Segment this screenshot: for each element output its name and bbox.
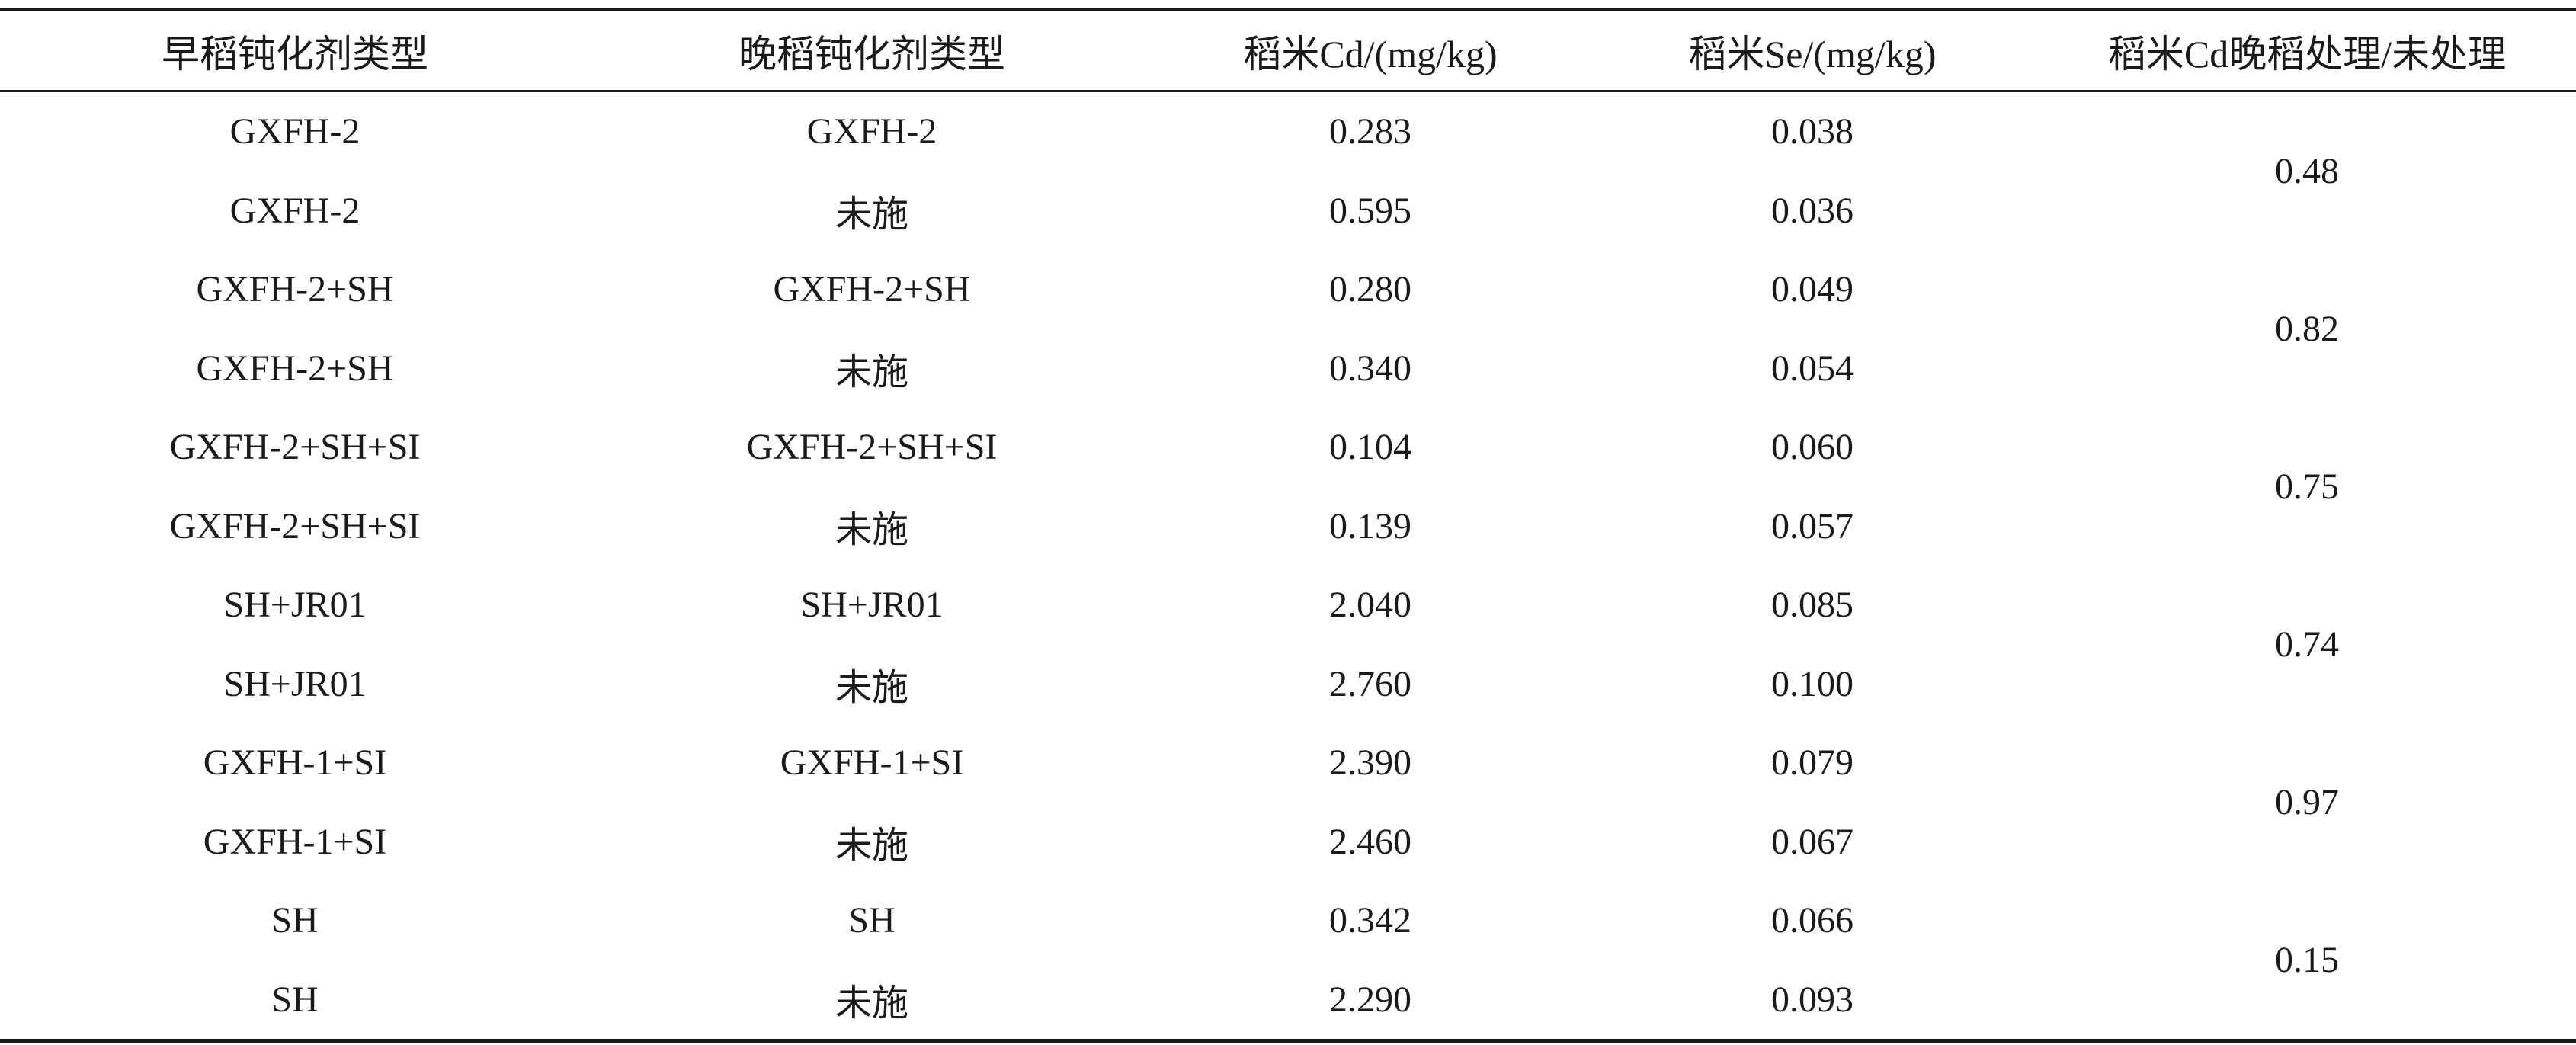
table-row: GXFH-1+SI 未施 2.460 0.067: [0, 803, 2576, 882]
header-row: 早稻钝化剂类型 晚稻钝化剂类型 稻米Cd/(mg/kg) 稻米Se/(mg/kg…: [0, 9, 2576, 91]
rice-cd-cell: 0.595: [1329, 190, 1411, 231]
rice-cd-cell: 2.290: [1329, 979, 1411, 1020]
rice-se-cell: 0.060: [1771, 427, 1854, 468]
late-rice-passivator-cell: 未施: [835, 983, 908, 1024]
late-rice-passivator-cell: 未施: [835, 352, 908, 393]
rice-cd-cell: 0.340: [1329, 348, 1411, 389]
early-rice-passivator-cell: GXFH-2+SH: [196, 348, 394, 389]
late-rice-passivator-cell: GXFH-2+SH: [773, 269, 971, 310]
table-row: GXFH-2 未施 0.595 0.036: [0, 171, 2576, 251]
rice-se-cell: 0.100: [1771, 663, 1854, 704]
late-rice-passivator-cell: GXFH-2: [806, 111, 937, 152]
rice-se-cell: 0.067: [1771, 821, 1854, 862]
rice-cd-cell: 2.390: [1329, 742, 1411, 784]
rice-se-cell: 0.054: [1771, 348, 1854, 389]
rice-se-cell: 0.036: [1771, 190, 1854, 231]
header-rice-se: 稻米Se/(mg/kg): [1688, 32, 1937, 75]
cd-ratio-cell: 0.74: [2275, 624, 2339, 665]
table-body: GXFH-2 GXFH-2 0.283 0.038 0.48 GXFH-2 未施 0.595 0…: [0, 91, 2576, 1041]
table-header: 早稻钝化剂类型 晚稻钝化剂类型 稻米Cd/(mg/kg) 稻米Se/(mg/kg…: [0, 9, 2576, 91]
rice-cd-cell: 0.342: [1329, 900, 1411, 941]
early-rice-passivator-cell: GXFH-2+SH+SI: [169, 505, 421, 547]
early-rice-passivator-cell: GXFH-2: [229, 111, 360, 152]
rice-se-cell: 0.049: [1771, 269, 1854, 310]
rice-cd-cell: 0.283: [1329, 111, 1411, 152]
table-row: GXFH-2+SH+SI 未施 0.139 0.057: [0, 487, 2576, 566]
table-row: SH SH 0.342 0.066 0.15: [0, 881, 2576, 980]
rice-cd-cell: 0.280: [1329, 269, 1411, 310]
late-rice-passivator-cell: GXFH-1+SI: [780, 742, 964, 784]
cd-ratio-cell: 0.82: [2275, 309, 2339, 349]
cd-ratio-cell: 0.15: [2275, 940, 2339, 980]
rice-se-cell: 0.057: [1771, 505, 1854, 547]
early-rice-passivator-cell: GXFH-2: [229, 190, 360, 231]
early-rice-passivator-cell: GXFH-1+SI: [203, 742, 387, 784]
rice-se-cell: 0.085: [1771, 585, 1854, 626]
late-rice-passivator-cell: 未施: [835, 825, 908, 867]
table-row: GXFH-2 GXFH-2 0.283 0.038 0.48: [0, 91, 2576, 191]
header-late-rice-passivator: 晚稻钝化剂类型: [739, 32, 1005, 75]
rice-se-cell: 0.079: [1771, 742, 1854, 784]
header-rice-cd: 稻米Cd/(mg/kg): [1243, 32, 1498, 75]
table-row: SH 未施 2.290 0.093: [0, 960, 2576, 1041]
rice-se-cell: 0.093: [1771, 979, 1854, 1020]
cd-ratio-cell: 0.75: [2275, 466, 2339, 507]
header-cd-ratio: 稻米Cd晚稻处理/未处理: [2107, 32, 2507, 75]
table-row: SH+JR01 未施 2.760 0.100: [0, 645, 2576, 724]
early-rice-passivator-cell: GXFH-2+SH+SI: [169, 427, 421, 468]
early-rice-passivator-cell: SH: [271, 979, 319, 1020]
cd-ratio-cell: 0.97: [2275, 782, 2339, 822]
late-rice-passivator-cell: GXFH-2+SH+SI: [746, 427, 998, 468]
data-table: 早稻钝化剂类型 晚稻钝化剂类型 稻米Cd/(mg/kg) 稻米Se/(mg/kg…: [0, 8, 2576, 1043]
rice-cd-cell: 2.040: [1329, 585, 1411, 626]
late-rice-passivator-cell: SH: [848, 900, 896, 941]
late-rice-passivator-cell: 未施: [835, 194, 908, 236]
rice-cd-cell: 0.104: [1329, 427, 1411, 468]
rice-se-cell: 0.066: [1771, 900, 1854, 941]
rice-se-cell: 0.038: [1771, 111, 1854, 152]
late-rice-passivator-cell: SH+JR01: [800, 585, 944, 626]
table-row: GXFH-1+SI GXFH-1+SI 2.390 0.079 0.97: [0, 723, 2576, 822]
rice-cd-cell: 2.760: [1329, 663, 1411, 704]
cd-ratio-cell: 0.48: [2275, 151, 2339, 191]
early-rice-passivator-cell: GXFH-2+SH: [196, 269, 394, 310]
late-rice-passivator-cell: 未施: [835, 510, 908, 551]
header-early-rice-passivator: 早稻钝化剂类型: [162, 32, 428, 75]
early-rice-passivator-cell: SH: [271, 900, 319, 941]
rice-cd-cell: 0.139: [1329, 505, 1411, 547]
early-rice-passivator-cell: SH+JR01: [223, 585, 367, 626]
table-row: SH+JR01 SH+JR01 2.040 0.085 0.74: [0, 566, 2576, 665]
table-row: GXFH-2+SH GXFH-2+SH 0.280 0.049 0.82: [0, 250, 2576, 349]
early-rice-passivator-cell: GXFH-1+SI: [203, 821, 387, 862]
rice-cd-cell: 2.460: [1329, 821, 1411, 862]
late-rice-passivator-cell: 未施: [835, 668, 908, 709]
table-row: GXFH-2+SH 未施 0.340 0.054: [0, 329, 2576, 409]
early-rice-passivator-cell: SH+JR01: [223, 663, 367, 704]
table-row: GXFH-2+SH+SI GXFH-2+SH+SI 0.104 0.060 0.75: [0, 408, 2576, 507]
